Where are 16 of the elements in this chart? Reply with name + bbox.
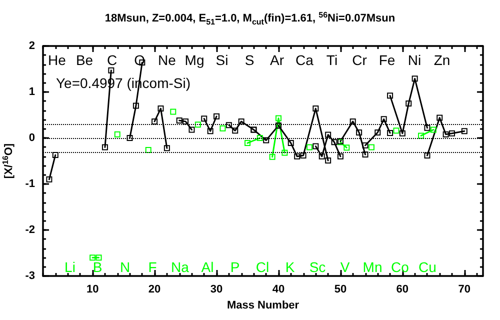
x-tick-label: 50 <box>334 284 347 296</box>
y-tick-label: 0 <box>28 132 35 144</box>
x-tick-label: 10 <box>86 284 99 296</box>
y-tick-label: -3 <box>25 270 35 282</box>
x-tick-label: 20 <box>148 284 161 296</box>
text: Li B N F Na Al P Cl K Sc V Mn Co Cu <box>64 259 436 275</box>
x-tick-label: 60 <box>396 284 409 296</box>
x-axis-title: Mass Number <box>226 300 300 312</box>
x-tick-label: 30 <box>210 284 223 296</box>
x-tick-label: 70 <box>458 284 471 296</box>
y-tick-label: -2 <box>25 224 35 236</box>
y-tick-label: 1 <box>28 86 35 98</box>
y-tick-label: -1 <box>25 178 35 190</box>
y-tick-label: 2 <box>28 40 35 52</box>
x-tick-label: 40 <box>272 284 285 296</box>
y-axis-title: [X/16O] <box>0 143 15 179</box>
